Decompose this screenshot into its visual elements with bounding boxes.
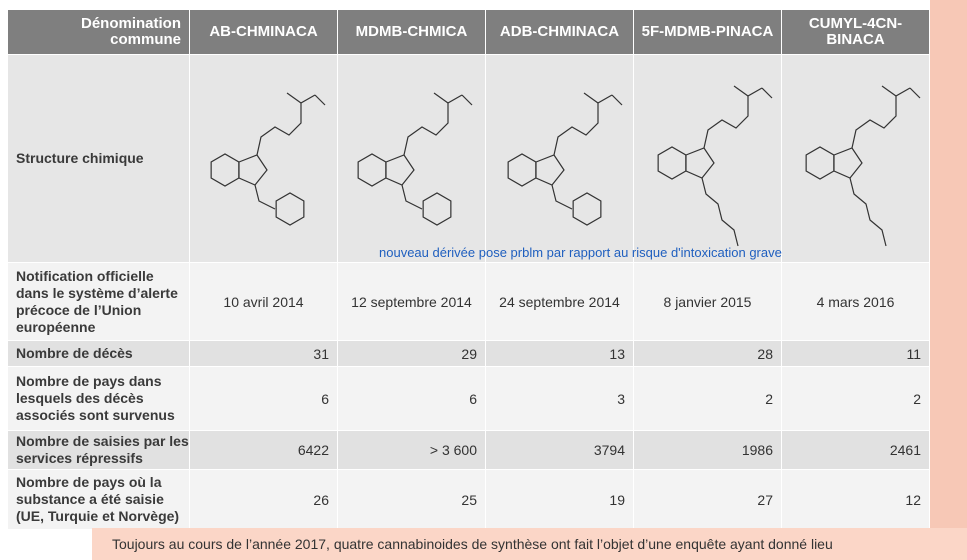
footer-box [92,528,967,560]
cell-text: 13 [609,345,625,362]
cell-text: AB-CHMINACA [209,23,318,40]
cell-text: 28 [757,345,773,362]
structure-cell [190,55,338,263]
row-label: Structure chimique [8,55,190,263]
cell-text: 25 [461,491,477,508]
data-cell: 29 [338,341,486,367]
side-band [930,0,967,560]
header-cell: CUMYL-4CN-BINACA [782,10,930,55]
row-label: Nombre de saisies par les services répre… [8,431,190,470]
cell-text: > 3 600 [429,442,477,458]
row-label: Notification officielle dans le système … [8,263,190,341]
cell-text: 6 [469,390,477,407]
cell-text: 26 [313,491,329,508]
structure-cell [338,55,486,263]
cell-text: Nombre de pays dans lesquels des décès a… [16,373,175,423]
data-cell: 10 avril 2014 [190,263,338,341]
cell-text: 3 [617,390,625,407]
cell-text: 24 septembre 2014 [499,293,620,310]
cell-text: 10 avril 2014 [223,293,304,310]
cell-text: 6422 [297,442,329,458]
data-cell: > 3 600 [338,431,486,470]
data-cell: 4 mars 2016 [782,263,930,341]
data-cell: 26 [190,470,338,530]
structure-cell [486,55,634,263]
structure-cell [634,55,782,263]
cell-text: 4 mars 2016 [816,293,895,310]
cell-text: 27 [757,491,773,508]
cell-text: 8 janvier 2015 [663,293,752,310]
cell-text: ADB-CHMINACA [499,23,620,40]
cell-text: 6 [321,390,329,407]
cell-text: MDMB-CHMICA [355,23,468,40]
cell-text: Nombre de décès [16,345,133,361]
data-cell: 8 janvier 2015 [634,263,782,341]
data-cell: 2 [782,367,930,431]
data-cell: 3 [486,367,634,431]
data-cell: 19 [486,470,634,530]
cell-text: 12 septembre 2014 [351,293,472,310]
row-label: Nombre de pays où la substance a été sai… [8,470,190,530]
data-cell: 1986 [634,431,782,470]
data-cell: 31 [190,341,338,367]
cell-text: CUMYL-4CN-BINACA [808,15,903,48]
header-cell: 5F-MDMB-PINACA [634,10,782,55]
data-cell: 2461 [782,431,930,470]
cell-text: 12 [905,491,921,508]
cell-text: 19 [609,491,625,508]
cell-text: 1986 [741,442,773,458]
data-cell: 11 [782,341,930,367]
data-cell: 6422 [190,431,338,470]
data-cell: 13 [486,341,634,367]
cell-text: Notification officielle dans le système … [16,267,178,335]
header-cell: ADB-CHMINACA [486,10,634,55]
cell-text: 2461 [889,442,921,458]
cell-text: 2 [765,390,773,407]
cell-text: 5F-MDMB-PINACA [641,23,774,40]
cell-text: Nombre de pays où la substance a été sai… [16,474,180,524]
data-cell: 2 [634,367,782,431]
data-cell: 3794 [486,431,634,470]
cell-text: 29 [461,345,477,362]
cell-text: Nombre de saisies par les services répre… [16,433,189,466]
header-cell: Dénomination commune [8,10,190,55]
cell-text: Structure chimique [16,150,144,166]
row-label: Nombre de décès [8,341,190,367]
cell-text: 3794 [593,442,625,458]
row-label: Nombre de pays dans lesquels des décès a… [8,367,190,431]
data-cell: 6 [190,367,338,431]
data-cell: 12 septembre 2014 [338,263,486,341]
data-cell: 6 [338,367,486,431]
cell-text: 31 [313,345,329,362]
annotation: nouveau dérivée pose prblm par rapport a… [379,245,782,260]
footer-text: Toujours au cours de l’année 2017, quatr… [112,536,833,552]
data-cell: 25 [338,470,486,530]
data-cell: 24 septembre 2014 [486,263,634,341]
cell-text: 2 [913,390,921,407]
data-cell: 28 [634,341,782,367]
structure-cell [782,55,930,263]
header-cell: MDMB-CHMICA [338,10,486,55]
data-cell: 12 [782,470,930,530]
data-cell: 27 [634,470,782,530]
cell-text: Dénomination commune [81,15,181,48]
cell-text: 11 [906,345,921,362]
header-cell: AB-CHMINACA [190,10,338,55]
